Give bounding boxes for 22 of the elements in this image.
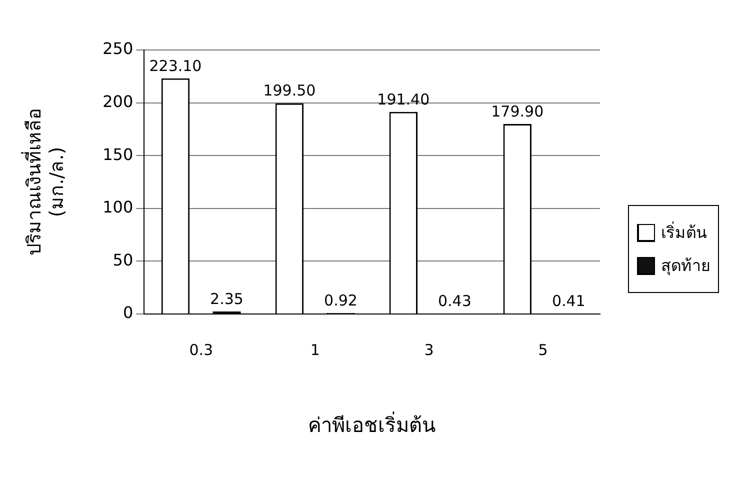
x-tick-label: 1 <box>310 340 320 359</box>
y-tick-label: 50 <box>112 250 134 270</box>
x-axis-title: ค่าพีเอชเริ่มต้น <box>308 411 436 438</box>
data-label: 223.10 <box>149 56 202 75</box>
x-tick-label: 0.3 <box>189 340 214 359</box>
y-tick-label: 200 <box>102 92 134 111</box>
y-tick-label: 100 <box>102 198 134 217</box>
data-label: 0.41 <box>552 292 586 310</box>
y-tick-label: 0 <box>122 303 134 322</box>
data-label: 179.90 <box>491 102 544 120</box>
legend-label: สุดท้าย <box>661 255 710 278</box>
x-tick-label: 3 <box>424 340 434 359</box>
data-label: 0.43 <box>438 292 472 310</box>
y-tick-label: 250 <box>102 39 134 58</box>
legend-label: เริ่มต้น <box>661 220 707 244</box>
y-axis-title: ปริมาณเงินที่เหลือ (มก./ล.) <box>20 108 68 256</box>
data-label: 191.40 <box>377 90 430 108</box>
data-label: 199.50 <box>263 82 316 100</box>
data-label: 0.92 <box>324 291 358 310</box>
x-tick-label: 5 <box>538 340 548 359</box>
y-tick-label: 150 <box>102 144 134 164</box>
data-label: 2.35 <box>210 290 244 308</box>
